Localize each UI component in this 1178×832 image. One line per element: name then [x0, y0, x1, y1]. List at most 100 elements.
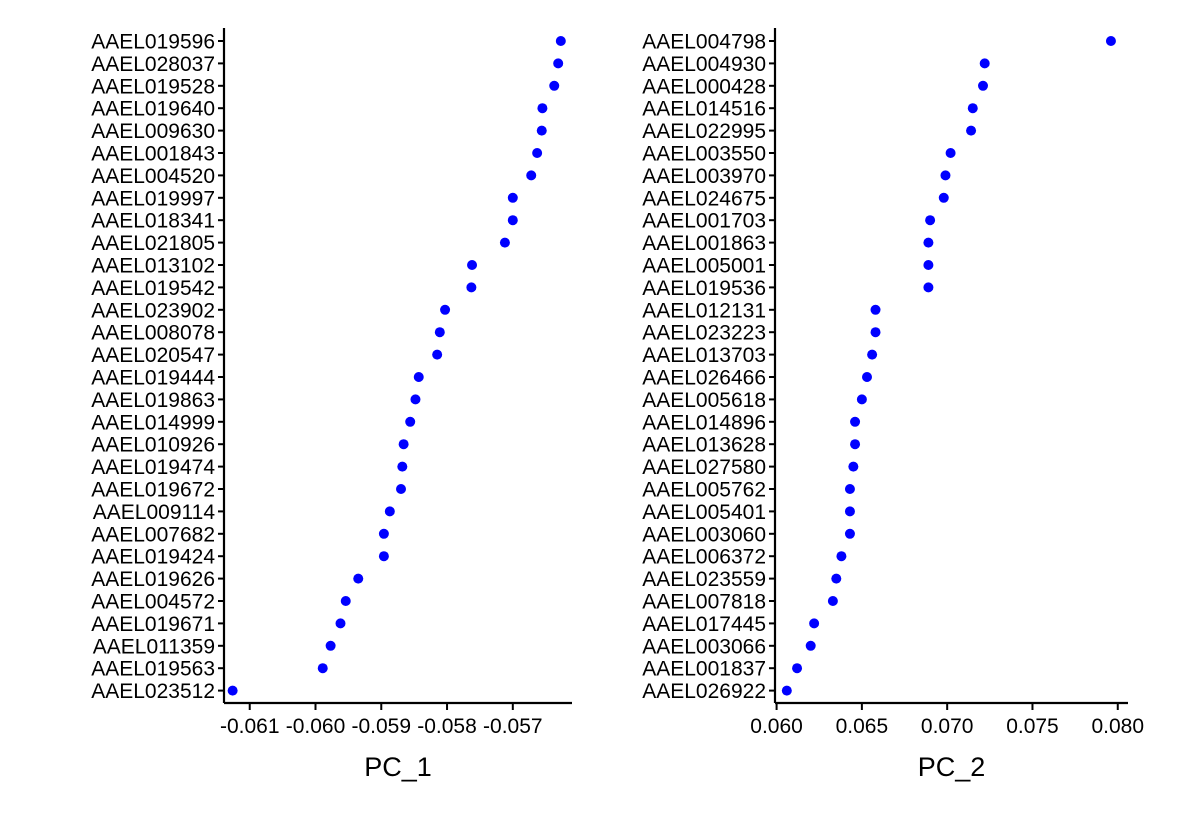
pc2-gene-label: AAEL027580	[642, 456, 766, 479]
pc2-loading-point	[923, 260, 934, 270]
pc1-loading-point	[410, 394, 421, 405]
pc1-gene-label: AAEL009114	[93, 501, 216, 524]
pc2-loading-point	[945, 148, 956, 158]
pc1-loading-point	[466, 282, 477, 293]
pc2-loading-point	[831, 573, 842, 584]
pc1-gene-label: AAEL019563	[91, 658, 215, 681]
pc1-loading-point	[340, 596, 351, 606]
pc2-loading-point	[867, 349, 878, 360]
pc2-loading-point	[836, 551, 847, 562]
pc2-loading-point	[809, 618, 820, 629]
pc1-gene-label: AAEL019997	[91, 187, 215, 210]
pc1-loading-point	[526, 170, 537, 181]
pc1-loading-point	[397, 461, 408, 472]
pc2-x-tick-label: 0.080	[1091, 715, 1144, 738]
pc1-gene-label: AAEL013102	[91, 255, 215, 278]
pc2-gene-label: AAEL004798	[642, 31, 766, 54]
pc2-loading-point	[850, 416, 861, 427]
pc1-gene-label: AAEL008078	[91, 322, 215, 345]
pc1-loading-point	[499, 237, 510, 248]
pc1-x-tick-label: -0.061	[220, 715, 280, 738]
pc1-loading-point	[405, 416, 416, 427]
pc1-gene-label: AAEL023902	[91, 299, 215, 322]
pc2-loading-point	[925, 215, 936, 226]
pc1-gene-label: AAEL019626	[91, 568, 215, 591]
pc2-x-tick-label: 0.075	[1006, 715, 1059, 738]
pc1-loading-point	[384, 506, 395, 517]
pc1-gene-label: AAEL009630	[91, 120, 215, 143]
pc2-loading-point	[870, 304, 881, 315]
pc1-loading-point	[434, 327, 445, 338]
pc2-gene-label: AAEL001703	[642, 210, 766, 233]
pc2-gene-label: AAEL001863	[642, 232, 766, 255]
pc2-gene-label: AAEL017445	[642, 613, 766, 636]
pc1-gene-label: AAEL010926	[91, 434, 215, 457]
pc2-loading-point	[844, 484, 855, 494]
pc2-loading-point	[844, 506, 855, 517]
pc2-loading-point	[923, 237, 934, 248]
pc1-gene-label: AAEL023512	[91, 680, 215, 703]
pc2-gene-label: AAEL012131	[642, 299, 766, 322]
pc1-loading-point	[378, 528, 389, 539]
pc1-gene-label: AAEL018341	[91, 210, 215, 233]
pc2-gene-label: AAEL013628	[642, 434, 766, 457]
pc2-loading-point	[1105, 36, 1116, 46]
pc2-gene-label: AAEL006372	[642, 546, 766, 569]
pc2-gene-label: AAEL003550	[642, 143, 766, 166]
pc1-gene-label: AAEL019424	[91, 546, 215, 569]
pc1-gene-label: AAEL019863	[91, 389, 215, 412]
pc1-loading-point	[335, 618, 346, 629]
pc1-x-tick-label: -0.059	[351, 715, 411, 738]
pc1-loading-point	[537, 103, 548, 114]
pc1-gene-label: AAEL007682	[91, 523, 215, 546]
pc2-loading-point	[850, 439, 861, 450]
pc1-gene-label: AAEL020547	[91, 344, 215, 367]
pc1-loading-point	[536, 125, 547, 136]
pc1-gene-label: AAEL021805	[91, 232, 215, 255]
pc1-gene-label: AAEL028037	[91, 53, 215, 76]
pc1-loading-point	[553, 58, 564, 69]
pc2-x-tick-label: 0.060	[750, 715, 803, 738]
pc1-gene-label: AAEL011359	[93, 635, 215, 658]
pc1-loading-point	[555, 36, 566, 46]
pc2-loading-point	[792, 663, 803, 674]
pc1-loading-point	[467, 260, 478, 270]
pc1-gene-label: AAEL004572	[91, 591, 215, 614]
pc2-loading-point	[848, 461, 859, 472]
pc2-loading-point	[967, 103, 978, 114]
pc2-gene-label: AAEL014896	[642, 411, 766, 434]
pc2-x-axis-title: PC_2	[918, 752, 986, 782]
pc1-gene-label: AAEL014999	[91, 411, 215, 434]
pc2-gene-label: AAEL004930	[642, 53, 766, 76]
pc1-loading-point	[378, 551, 389, 562]
pc2-loading-point	[978, 80, 988, 91]
pc1-gene-label: AAEL004520	[91, 165, 215, 188]
pc1-gene-label: AAEL001843	[91, 143, 215, 166]
pc2-gene-label: AAEL005762	[642, 479, 766, 502]
pc1-gene-label: AAEL019474	[91, 456, 215, 479]
pc2-loading-point	[966, 125, 977, 136]
pc1-x-tick-label: -0.058	[417, 715, 477, 738]
pc2-x-tick-label: 0.070	[921, 715, 974, 738]
pc1-loading-point	[549, 80, 560, 91]
pc2-gene-label: AAEL005618	[642, 389, 766, 412]
pc2-loading-point	[856, 394, 867, 405]
pc2-loading-point	[781, 685, 792, 696]
pc2-loading-point	[938, 192, 949, 203]
pc1-loading-point	[396, 484, 406, 494]
pc2-gene-label: AAEL014516	[642, 98, 766, 121]
pc1-loading-point	[227, 685, 238, 696]
pc2-gene-label: AAEL013703	[642, 344, 766, 367]
pc2-loading-point	[805, 640, 816, 651]
pc2-gene-label: AAEL022995	[642, 120, 766, 143]
pc2-loadings-panel: AAEL004798AAEL004930AAEL000428AAEL014516…	[642, 28, 1144, 782]
pc1-gene-label: AAEL019672	[91, 479, 215, 502]
pc1-loading-point	[532, 148, 543, 158]
pc1-gene-label: AAEL019640	[91, 98, 215, 121]
pc2-gene-label: AAEL003970	[642, 165, 766, 188]
pc2-loading-point	[844, 528, 855, 539]
pc1-loading-point	[413, 372, 424, 382]
pc2-loading-point	[870, 327, 881, 338]
pc1-x-axis-title: PC_1	[364, 752, 432, 782]
